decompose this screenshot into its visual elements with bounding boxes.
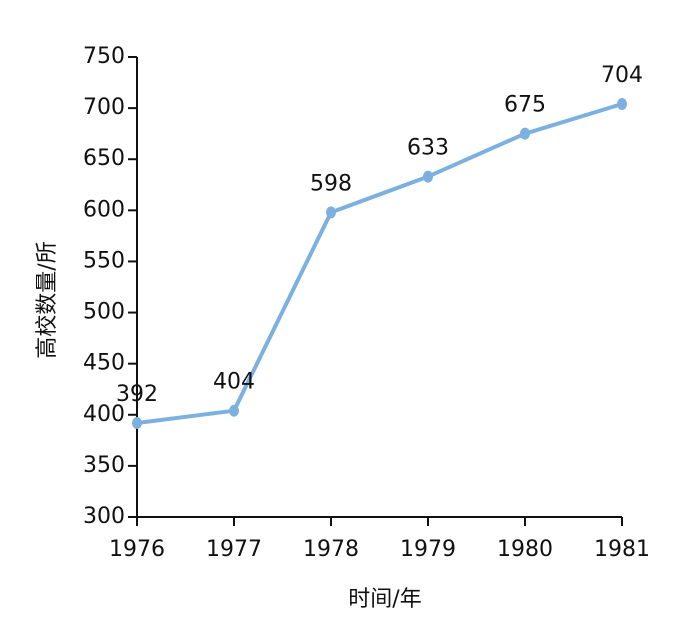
data-label: 392: [116, 382, 158, 407]
y-tick-label: 400: [83, 402, 125, 427]
data-label: 633: [407, 136, 449, 161]
y-tick-label: 350: [83, 453, 125, 478]
data-point: [132, 416, 142, 429]
x-tick-label: 1977: [206, 537, 262, 562]
data-line: [136, 102, 623, 425]
data-point: [520, 127, 530, 140]
y-tick-label: 500: [83, 300, 125, 325]
y-tick-label: 750: [83, 44, 125, 69]
y-tick-label: 700: [83, 95, 125, 120]
y-tick-label: 450: [83, 351, 125, 376]
data-point: [423, 170, 433, 183]
x-tick-label: 1978: [303, 537, 359, 562]
data-label: 404: [213, 370, 255, 395]
data-point: [326, 206, 336, 219]
x-axis-label: 时间/年: [348, 587, 421, 612]
y-tick-label: 600: [83, 197, 125, 222]
y-tick-label: 300: [83, 504, 125, 529]
y-tick-label: 550: [83, 248, 125, 273]
x-tick-label: 1976: [109, 537, 165, 562]
y-tick-label: 650: [83, 146, 125, 171]
data-label: 598: [310, 171, 352, 196]
data-point: [229, 404, 239, 417]
data-label: 675: [504, 93, 546, 118]
y-axis-label: 高校数量/所: [35, 241, 60, 358]
data-label: 704: [601, 63, 643, 88]
data-point: [617, 98, 627, 111]
x-tick-label: 1980: [497, 537, 553, 562]
x-tick-label: 1979: [400, 537, 456, 562]
x-tick-label: 1981: [594, 537, 650, 562]
